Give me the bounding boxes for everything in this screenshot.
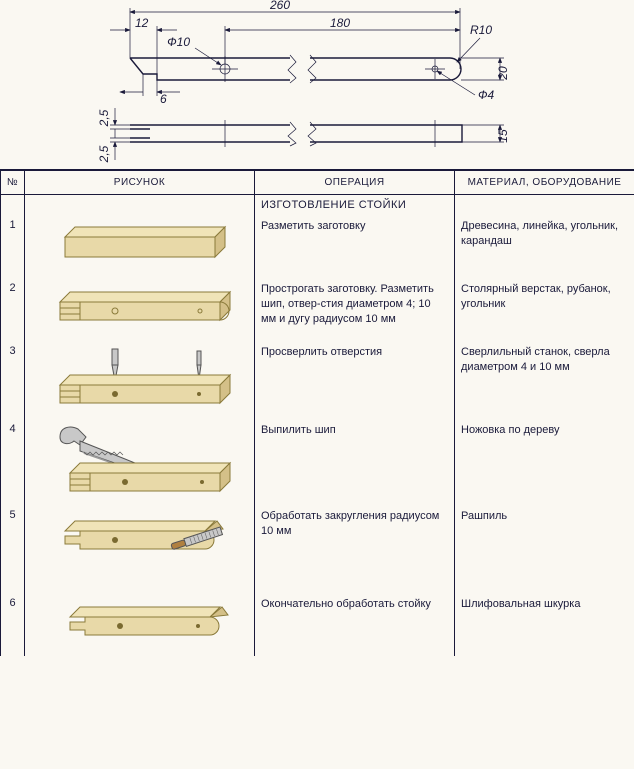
row-op: Разметить заготовку	[255, 215, 455, 278]
row-figure	[25, 593, 255, 656]
row-figure	[25, 505, 255, 593]
row-mat: Ножовка по дереву	[455, 419, 634, 505]
dim-6: 6	[160, 92, 167, 106]
col-fig: РИСУНОК	[25, 171, 255, 195]
dim-260: 260	[269, 0, 290, 12]
row-num: 6	[1, 593, 25, 656]
row-num: 4	[1, 419, 25, 505]
dim-phi4: Ф4	[478, 88, 495, 102]
row-num: 3	[1, 341, 25, 419]
col-num: №	[1, 171, 25, 195]
row-op: Просверлить отверстия	[255, 341, 455, 419]
section-title-row: ИЗГОТОВЛЕНИЕ СТОЙКИ	[1, 195, 634, 216]
row-mat: Шлифовальная шкурка	[455, 593, 634, 656]
table-row: 2 Прострогать заготовку. Разметить шип, …	[1, 278, 634, 341]
dim-2-5a: 2,5	[97, 109, 111, 127]
row-mat: Древесина, линейка, угольник, карандаш	[455, 215, 634, 278]
table-header-row: № РИСУНОК ОПЕРАЦИЯ МАТЕРИАЛ, ОБОРУДОВАНИ…	[1, 171, 634, 195]
row-op: Выпилить шип	[255, 419, 455, 505]
row-num: 1	[1, 215, 25, 278]
dim-20: 20	[496, 66, 510, 81]
row-num: 5	[1, 505, 25, 593]
rasping-icon	[35, 509, 245, 589]
dim-180: 180	[330, 16, 350, 30]
marked-board-icon	[40, 282, 240, 337]
dim-r10: R10	[470, 23, 492, 37]
row-figure	[25, 419, 255, 505]
row-figure	[25, 278, 255, 341]
row-op: Обработать закругления радиусом 10 мм	[255, 505, 455, 593]
table-row: 1 Разметить заготовку Древесина, линейка…	[1, 215, 634, 278]
dim-2-5b: 2,5	[97, 145, 111, 163]
col-op: ОПЕРАЦИЯ	[255, 171, 455, 195]
col-mat: МАТЕРИАЛ, ОБОРУДОВАНИЕ	[455, 171, 634, 195]
row-num: 2	[1, 278, 25, 341]
table-row: 5	[1, 505, 634, 593]
table-row: 6 Окончательно обработать стойку Шлифова…	[1, 593, 634, 656]
row-op: Окончательно обработать стойку	[255, 593, 455, 656]
drilling-icon	[40, 345, 240, 415]
sawing-icon	[40, 423, 240, 501]
section-title: ИЗГОТОВЛЕНИЕ СТОЙКИ	[255, 195, 455, 216]
process-table: № РИСУНОК ОПЕРАЦИЯ МАТЕРИАЛ, ОБОРУДОВАНИ…	[0, 170, 634, 656]
technical-drawing: 260 180 12 6 Ф10 R10 Ф4 20	[0, 0, 634, 170]
table-row: 4	[1, 419, 634, 505]
row-figure	[25, 215, 255, 278]
row-mat: Рашпиль	[455, 505, 634, 593]
row-mat: Сверлильный станок, сверла диаметром 4 и…	[455, 341, 634, 419]
dim-15: 15	[496, 129, 510, 143]
row-mat: Столярный верстак, рубанок, угольник	[455, 278, 634, 341]
row-figure	[25, 341, 255, 419]
finished-piece-icon	[40, 597, 240, 652]
dim-phi10: Ф10	[167, 35, 190, 49]
row-op: Прострогать заготовку. Разметить шип, от…	[255, 278, 455, 341]
dim-12: 12	[135, 16, 149, 30]
blank-board-icon	[45, 219, 235, 274]
table-row: 3	[1, 341, 634, 419]
